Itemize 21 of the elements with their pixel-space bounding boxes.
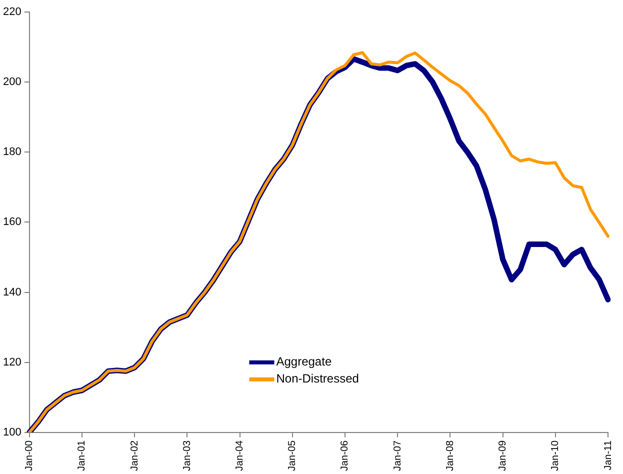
x-tick-label: Jan-01 [76,440,88,471]
x-tick-label: Jan-02 [129,440,140,471]
y-tick-label: 180 [2,146,22,158]
x-tick-label: Jan-09 [498,440,509,471]
legend-label: Non-Distressed [276,372,359,386]
y-tick-label: 140 [2,286,22,298]
x-tick-label: Jan-08 [444,440,456,471]
legend-label: Aggregate [276,354,332,369]
x-tick-label: Jan-04 [234,440,246,471]
x-tick-label: Jan-00 [24,440,36,471]
x-tick-label: Jan-03 [182,440,193,471]
y-tick-label: 160 [2,216,22,228]
y-tick-label: 100 [2,426,22,438]
y-tick-label: 120 [2,356,22,368]
y-tick-label: 220 [2,6,22,18]
x-tick-label: Jan-07 [392,440,404,471]
x-tick-label: Jan-05 [287,440,298,471]
x-tick-label: Jan-11 [602,440,614,470]
x-tick-label: Jan-10 [550,440,562,471]
y-tick-label: 200 [2,76,22,88]
x-tick-label: Jan-06 [340,440,351,471]
